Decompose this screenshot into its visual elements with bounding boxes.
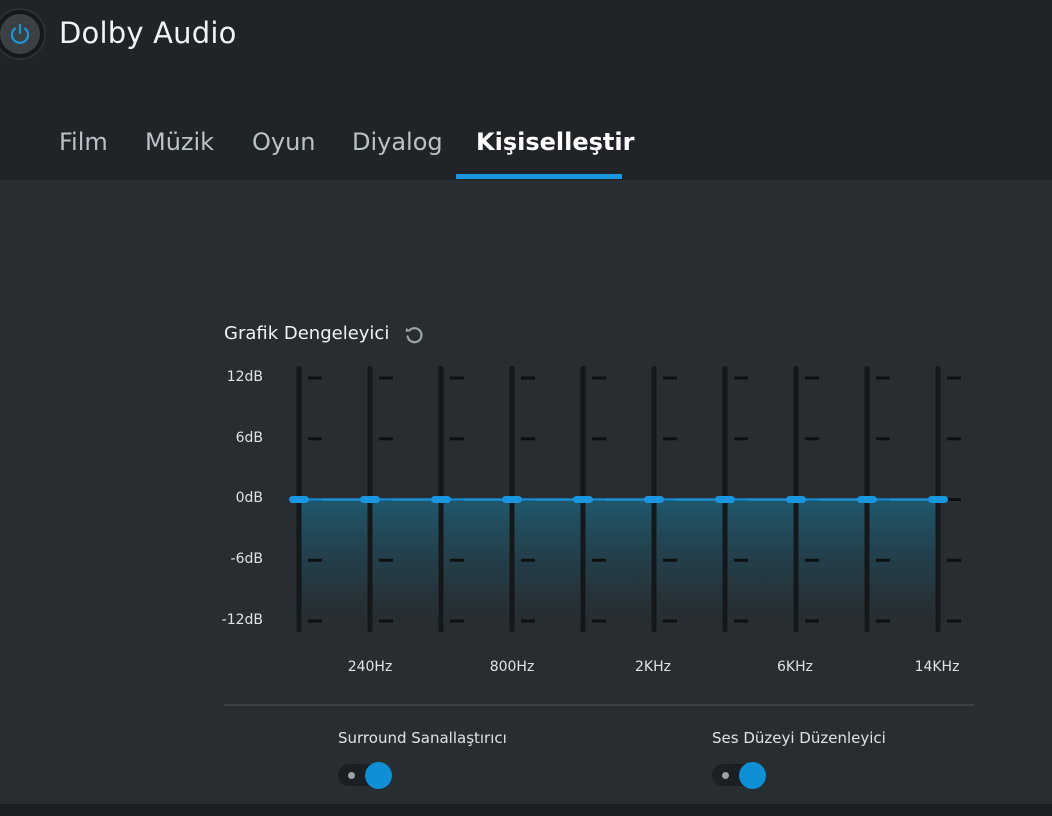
db-label-minus-6: -6dB xyxy=(230,551,263,567)
toggle-knob xyxy=(739,762,766,789)
power-button[interactable] xyxy=(0,8,46,60)
tab-diyalog[interactable]: Diyalog xyxy=(352,128,443,156)
eq-tick-mark xyxy=(734,619,748,623)
freq-label-6khz: 6KHz xyxy=(777,659,813,675)
db-label-6: 6dB xyxy=(235,430,263,446)
eq-tick-mark xyxy=(947,498,961,501)
eq-tick-mark xyxy=(308,558,322,562)
eq-tick-mark xyxy=(876,619,890,623)
freq-label-240hz: 240Hz xyxy=(347,659,393,675)
toggle-off-dot xyxy=(722,772,729,779)
eq-tick-mark xyxy=(805,619,819,623)
eq-tick-mark xyxy=(450,558,464,562)
eq-tick-mark xyxy=(734,437,748,441)
eq-tick-mark xyxy=(379,376,393,380)
app-header: Dolby Audio Film Müzik Oyun Diyalog Kişi… xyxy=(0,0,1052,180)
section-divider xyxy=(224,704,974,706)
eq-tick-mark xyxy=(805,376,819,380)
toggle-off-dot xyxy=(348,772,355,779)
eq-tick-mark xyxy=(308,619,322,623)
eq-tick-mark xyxy=(663,376,677,380)
surround-label: Surround Sanallaştırıcı xyxy=(338,729,507,747)
surround-toggle[interactable] xyxy=(338,762,394,789)
tab-muzik[interactable]: Müzik xyxy=(145,128,215,156)
db-label-12: 12dB xyxy=(226,369,263,385)
eq-tick-mark xyxy=(947,619,961,623)
eq-tick-mark xyxy=(876,558,890,562)
eq-tick-mark xyxy=(663,619,677,623)
eq-tick-mark xyxy=(450,437,464,441)
eq-tick-mark xyxy=(521,376,535,380)
eq-band-handle[interactable] xyxy=(786,496,806,503)
eq-tick-mark xyxy=(876,376,890,380)
freq-label-14khz: 14KHz xyxy=(914,659,960,675)
reset-icon[interactable] xyxy=(402,323,426,347)
content-panel xyxy=(0,180,1052,804)
eq-tick-mark xyxy=(521,437,535,441)
eq-band-handle[interactable] xyxy=(431,496,451,503)
eq-tick-mark xyxy=(379,619,393,623)
app-title: Dolby Audio xyxy=(59,16,237,50)
eq-tick-mark xyxy=(663,437,677,441)
eq-tick-mark xyxy=(947,558,961,562)
eq-tick-mark xyxy=(734,376,748,380)
db-label-0: 0dB xyxy=(235,490,263,506)
eq-tick-mark xyxy=(947,437,961,441)
eq-tick-mark xyxy=(308,376,322,380)
eq-band-handle[interactable] xyxy=(502,496,522,503)
eq-band-handle[interactable] xyxy=(715,496,735,503)
eq-tick-mark xyxy=(734,558,748,562)
eq-tick-mark xyxy=(876,437,890,441)
eq-band-handle[interactable] xyxy=(573,496,593,503)
tab-kisisellestir[interactable]: Kişiselleştir xyxy=(476,128,635,156)
eq-band-handle[interactable] xyxy=(928,496,948,503)
eq-tick-mark xyxy=(592,376,606,380)
db-label-minus-12: -12dB xyxy=(221,612,263,628)
eq-tick-mark xyxy=(663,558,677,562)
eq-tick-mark xyxy=(450,376,464,380)
eq-band-handle[interactable] xyxy=(644,496,664,503)
eq-tick-mark xyxy=(521,558,535,562)
eq-curve-fill xyxy=(299,499,938,621)
eq-band-handle[interactable] xyxy=(289,496,309,503)
bottom-strip xyxy=(0,804,1052,816)
active-tab-indicator xyxy=(456,174,622,179)
eq-tick-mark xyxy=(450,619,464,623)
eq-tick-mark xyxy=(521,619,535,623)
eq-tick-mark xyxy=(592,619,606,623)
freq-label-800hz: 800Hz xyxy=(489,659,535,675)
eq-tick-mark xyxy=(379,558,393,562)
eq-tick-mark xyxy=(805,558,819,562)
freq-label-2khz: 2KHz xyxy=(635,659,671,675)
volume-leveler-label: Ses Düzeyi Düzenleyici xyxy=(712,729,886,747)
volume-leveler-toggle[interactable] xyxy=(712,762,768,789)
eq-tick-mark xyxy=(947,376,961,380)
toggle-knob xyxy=(365,762,392,789)
eq-tick-mark xyxy=(308,437,322,441)
eq-tick-mark xyxy=(592,437,606,441)
eq-band-handle[interactable] xyxy=(857,496,877,503)
power-icon xyxy=(0,14,40,54)
tab-film[interactable]: Film xyxy=(59,128,108,156)
equalizer-title: Grafik Dengeleyici xyxy=(224,323,390,344)
tab-bar: Film Müzik Oyun Diyalog Kişiselleştir xyxy=(0,120,1052,180)
eq-tick-mark xyxy=(805,437,819,441)
eq-band-handle[interactable] xyxy=(360,496,380,503)
tab-oyun[interactable]: Oyun xyxy=(252,128,316,156)
eq-tick-mark xyxy=(592,558,606,562)
eq-tick-mark xyxy=(379,437,393,441)
